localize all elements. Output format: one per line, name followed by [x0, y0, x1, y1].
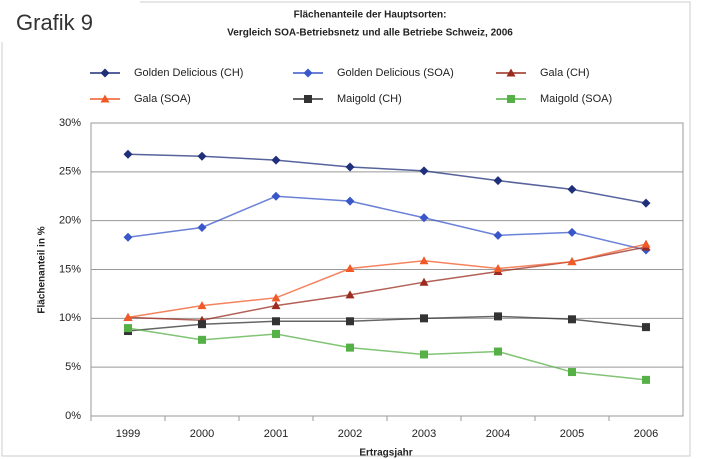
marker	[345, 162, 355, 172]
legend-label: Gala (SOA)	[134, 93, 191, 105]
marker	[271, 301, 281, 310]
marker	[345, 264, 355, 273]
marker	[641, 239, 651, 248]
y-tick-label: 15%	[59, 263, 81, 275]
marker	[494, 312, 502, 321]
marker	[568, 315, 576, 324]
marker	[271, 155, 281, 165]
marker	[272, 329, 280, 338]
marker	[420, 350, 428, 359]
series-line	[127, 243, 647, 319]
x-tick-label: 2003	[412, 428, 436, 440]
legend-label: Golden Delicious (SOA)	[337, 67, 454, 79]
marker	[123, 312, 133, 321]
marker	[493, 176, 503, 186]
marker	[346, 317, 354, 326]
series-line	[127, 195, 647, 251]
x-tick-label: 2002	[338, 428, 362, 440]
chart-title: Flächenanteile der Hauptsorten:	[294, 10, 447, 21]
marker	[419, 213, 429, 223]
x-tick-label: 2000	[190, 428, 214, 440]
legend-label: Maigold (SOA)	[540, 93, 612, 105]
x-tick-label: 2006	[634, 428, 658, 440]
marker	[419, 277, 429, 286]
marker	[345, 196, 355, 206]
marker	[568, 368, 576, 377]
x-axis-label: Ertragsjahr	[359, 448, 412, 459]
marker	[272, 317, 280, 326]
marker	[567, 184, 577, 194]
x-tick-label: 2001	[264, 428, 288, 440]
y-tick-label: 0%	[65, 410, 81, 422]
x-tick-label: 2004	[486, 428, 510, 440]
marker	[420, 314, 428, 323]
marker	[197, 301, 207, 310]
figure-label: Grafik 9	[16, 10, 93, 35]
y-tick-label: 5%	[65, 361, 81, 373]
y-tick-label: 30%	[59, 117, 81, 129]
y-axis-label: Flächenanteil in %	[37, 226, 48, 313]
label-box	[0, 0, 140, 42]
series-line	[127, 153, 647, 204]
marker	[100, 94, 110, 103]
marker	[197, 151, 207, 161]
y-tick-label: 25%	[59, 166, 81, 178]
marker	[567, 257, 577, 266]
marker	[197, 223, 207, 233]
x-tick-label: 1999	[116, 428, 140, 440]
marker	[506, 68, 516, 77]
y-tick-label: 10%	[59, 312, 81, 324]
legend-label: Golden Delicious (CH)	[134, 67, 243, 79]
marker	[198, 335, 206, 344]
marker	[198, 320, 206, 329]
marker	[493, 230, 503, 240]
marker	[123, 232, 133, 242]
marker	[642, 323, 650, 332]
marker	[507, 95, 515, 103]
marker	[345, 290, 355, 299]
marker	[100, 68, 110, 78]
series-line	[127, 315, 647, 332]
marker	[271, 191, 281, 201]
marker	[124, 324, 132, 333]
chart-title: Vergleich SOA-Betriebsnetz und alle Betr…	[227, 28, 513, 39]
marker	[493, 264, 503, 273]
series-line	[127, 246, 647, 322]
series-line	[127, 327, 647, 381]
marker	[303, 68, 313, 78]
chart-frame	[1, 1, 691, 457]
legend-label: Maigold (CH)	[337, 93, 402, 105]
marker	[123, 149, 133, 159]
legend-label: Gala (CH)	[540, 67, 590, 79]
x-tick-label: 2005	[560, 428, 584, 440]
marker	[567, 227, 577, 237]
marker	[641, 198, 651, 208]
marker	[419, 256, 429, 265]
marker	[304, 95, 312, 103]
marker	[346, 343, 354, 352]
marker	[419, 166, 429, 176]
marker	[642, 375, 650, 384]
marker	[494, 347, 502, 356]
marker	[271, 293, 281, 302]
y-tick-label: 20%	[59, 215, 81, 227]
